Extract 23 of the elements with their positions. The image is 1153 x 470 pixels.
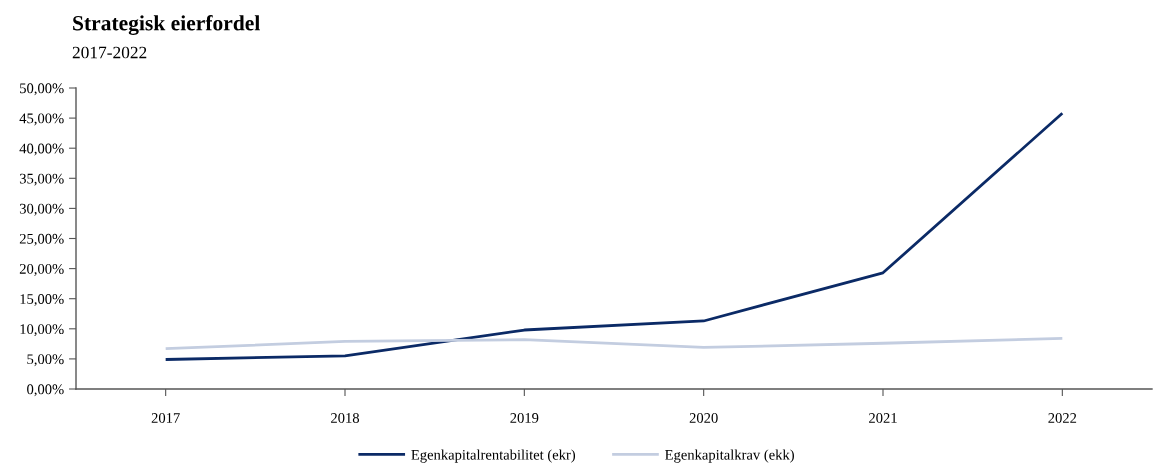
y-tick-label: 35,00%	[19, 173, 64, 186]
y-tick-label: 25,00%	[19, 233, 64, 246]
y-tick-label: 10,00%	[20, 324, 64, 337]
line-series	[164, 337, 1064, 351]
x-tick-label: 2017	[151, 413, 180, 423]
legend-label: Egenkapitalkrav (ekk)	[665, 449, 794, 463]
x-tick-label: 2021	[869, 413, 897, 423]
y-tick-label: 30,00%	[19, 203, 64, 216]
x-tick-label: 2020	[689, 413, 718, 423]
y-tick-label: 40,00%	[19, 143, 64, 156]
y-tick-label: 20,00%	[19, 263, 64, 276]
y-tick-label: 5,00%	[27, 354, 64, 367]
chart-title: Strategisk eierfordel	[73, 15, 260, 35]
x-tick-label: 2019	[510, 413, 539, 423]
line-series	[164, 111, 1064, 361]
y-tick-label: 0,00%	[27, 384, 64, 397]
x-tick-label: 2018	[331, 413, 360, 423]
x-tick-label: 2022	[1048, 413, 1077, 423]
chart-subtitle: 2017-2022	[72, 46, 147, 59]
y-tick-label: 15,00%	[20, 294, 64, 306]
y-tick-label: 50,00%	[20, 83, 64, 96]
legend-label: Egenkapitalrentabilitet (ekr)	[411, 449, 576, 463]
y-tick-label: 45,00%	[19, 113, 64, 126]
